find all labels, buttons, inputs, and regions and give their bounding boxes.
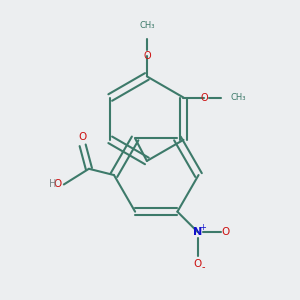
Text: N: N (193, 227, 203, 237)
Text: O: O (143, 51, 151, 61)
Text: O: O (200, 92, 208, 103)
Text: +: + (199, 223, 206, 232)
Text: O: O (221, 227, 229, 237)
Text: CH₃: CH₃ (230, 93, 246, 102)
Text: H: H (49, 178, 56, 188)
Text: O: O (194, 259, 202, 269)
Text: CH₃: CH₃ (139, 21, 154, 30)
Text: O: O (79, 131, 87, 142)
Text: O: O (54, 179, 62, 190)
Text: -: - (202, 262, 205, 272)
